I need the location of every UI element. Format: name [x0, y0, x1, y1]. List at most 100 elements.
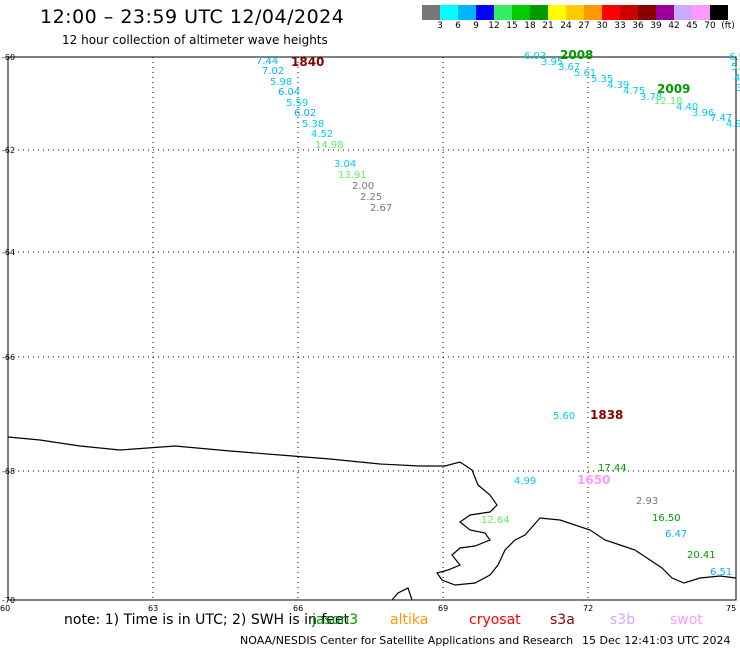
swh-value: 5.9: [731, 62, 740, 73]
footnote: note: 1) Time is in UTC; 2) SWH is in fe…: [64, 612, 350, 628]
track-time-label: 2009: [657, 82, 690, 96]
colorbar-swatch: [638, 5, 656, 20]
swh-value: 3.95: [541, 57, 563, 68]
swh-value: 4.52: [311, 129, 333, 140]
colorbar-label: 3: [437, 21, 443, 31]
swh-value: 6.02: [294, 108, 316, 119]
colorbar-swatch: [620, 5, 638, 20]
colorbar-swatch: [440, 5, 458, 20]
swh-value: 5.35: [591, 74, 613, 85]
swh-value: 6.47: [665, 529, 687, 540]
colorbar-swatch: [602, 5, 620, 20]
colorbar-label: 9: [473, 21, 479, 31]
footer-timestamp: 15 Dec 12:41:03 UTC 2024: [582, 634, 731, 647]
colorbar-label: 6: [455, 21, 461, 31]
swh-value: 4: [734, 73, 740, 84]
swh-value: 14.98: [315, 140, 344, 151]
swh-value: 6.5: [729, 52, 740, 63]
colorbar-swatch: [530, 5, 548, 20]
latitude-label: -62: [2, 146, 15, 155]
swh-value: 2.00: [352, 181, 374, 192]
map-title: 12:00 – 23:59 UTC 12/04/2024: [40, 6, 345, 28]
colorbar-swatch: [656, 5, 674, 20]
map-subtitle: 12 hour collection of altimeter wave hei…: [62, 33, 328, 47]
swh-value: 5.98: [270, 77, 292, 88]
swh-value: 3.78: [640, 92, 662, 103]
track-time-label: 1838: [590, 408, 623, 422]
swh-value: 3: [736, 83, 740, 94]
satellite-legend-s3a: s3a: [550, 612, 575, 628]
swh-value: 7.44: [256, 56, 278, 67]
colorbar-swatch: [548, 5, 566, 20]
swh-value: 4.99: [514, 476, 536, 487]
swh-value: 2.67: [370, 203, 392, 214]
satellite-legend-cryosat: cryosat: [469, 612, 521, 628]
swh-value: 5.59: [286, 98, 308, 109]
colorbar-swatch: [422, 5, 440, 20]
colorbar-label: 21: [542, 21, 554, 31]
swh-value: 7.47: [710, 113, 732, 124]
swh-value: 2.25: [360, 192, 382, 203]
colorbar-label: 70: [704, 21, 716, 31]
colorbar-swatch: [512, 5, 530, 20]
longitude-label: 63: [148, 604, 158, 613]
colorbar-label: (ft): [721, 21, 735, 31]
colorbar-label: 18: [524, 21, 536, 31]
swh-value: 13.91: [338, 170, 367, 181]
track-time-label: 1840: [291, 55, 324, 69]
colorbar-swatch: [674, 5, 692, 20]
swh-value: 12.18: [654, 96, 683, 107]
swh-value: 7.02: [262, 66, 284, 77]
footer-credit: NOAA/NESDIS Center for Satellite Applica…: [240, 634, 574, 647]
satellite-legend-altika: altika: [390, 612, 429, 628]
track-time-label: 1650: [577, 473, 610, 487]
colorbar-swatch: [692, 5, 710, 20]
swh-value: 5.60: [553, 411, 575, 422]
longitude-label: 69: [438, 604, 448, 613]
swh-value: 4.75: [623, 86, 645, 97]
swh-value: 20.41: [687, 550, 716, 561]
swh-value: 2.93: [636, 496, 658, 507]
satellite-legend-swot: swot: [670, 612, 703, 628]
latitude-label: -60: [2, 53, 15, 62]
swh-value: 3.67: [558, 62, 580, 73]
longitude-label: 75: [726, 604, 736, 613]
wave-height-colorbar: [422, 5, 728, 20]
swh-value: 4.39: [607, 80, 629, 91]
longitude-label: 60: [0, 604, 10, 613]
swh-value: 4.40: [676, 102, 698, 113]
colorbar-swatch: [476, 5, 494, 20]
swh-value: 16.50: [652, 513, 681, 524]
latitude-label: -64: [2, 248, 15, 257]
colorbar-label: 27: [578, 21, 590, 31]
latitude-label: -68: [2, 467, 15, 476]
colorbar-label: 30: [596, 21, 608, 31]
satellite-legend-jason3: jason3: [312, 612, 359, 628]
latitude-label: -70: [2, 596, 15, 605]
swh-value: 6.51: [710, 567, 732, 578]
satellite-legend-s3b: s3b: [610, 612, 636, 628]
colorbar-label: 24: [560, 21, 572, 31]
map-frame: [7, 56, 737, 601]
coastline-fragment: [391, 587, 413, 601]
swh-value: 6.04: [278, 87, 300, 98]
track-time-label: 2008: [560, 48, 593, 62]
colorbar-swatch: [494, 5, 512, 20]
swh-value: 3.96: [692, 108, 714, 119]
swh-value: 6.03: [524, 51, 546, 62]
colorbar-swatch: [710, 5, 728, 20]
swh-value: 4.9: [726, 119, 740, 130]
colorbar-label: 33: [614, 21, 626, 31]
colorbar-swatch: [584, 5, 602, 20]
latitude-label: -66: [2, 353, 15, 362]
colorbar-label: 42: [668, 21, 680, 31]
swh-value: 5.61: [574, 68, 596, 79]
longitude-label: 72: [583, 604, 593, 613]
colorbar-label: 36: [632, 21, 644, 31]
colorbar-label: 15: [506, 21, 518, 31]
colorbar-swatch: [566, 5, 584, 20]
antarctic-coastline: [7, 436, 737, 586]
colorbar-label: 45: [686, 21, 698, 31]
swh-value: 12.64: [481, 515, 510, 526]
